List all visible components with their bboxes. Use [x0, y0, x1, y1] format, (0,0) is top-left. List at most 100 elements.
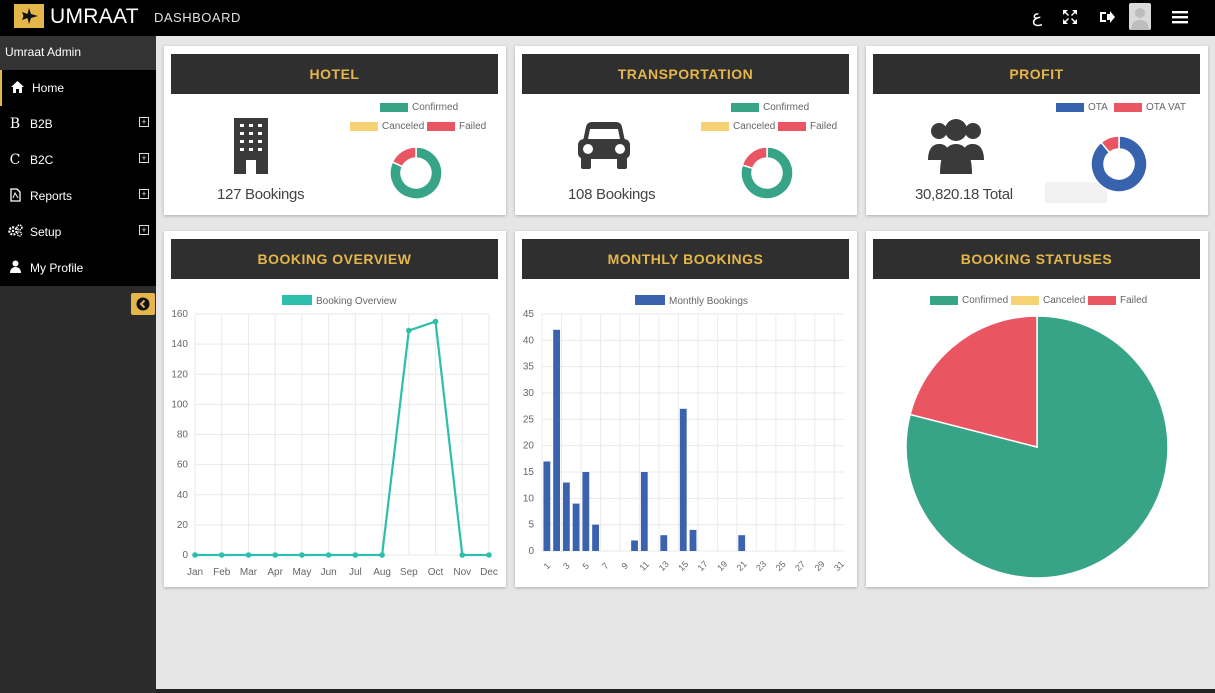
x-tick-label: May: [292, 567, 311, 578]
sidebar-item-b2c[interactable]: C B2C +: [0, 142, 156, 178]
hotel-card: HOTEL 127 Bookings Confirmed Canceled Fa…: [164, 46, 506, 215]
profit-card: PROFIT 30,820.18 Total OTA OTA VAT: [866, 46, 1208, 215]
menu-icon[interactable]: [1169, 6, 1191, 28]
expand-icon[interactable]: +: [139, 189, 149, 199]
bar: [738, 535, 746, 551]
bar: [592, 524, 599, 551]
sidebar-collapse-button[interactable]: [131, 293, 155, 315]
x-tick-label: Jun: [321, 567, 337, 578]
b2b-icon: B: [9, 116, 21, 132]
page-title: DASHBOARD: [154, 10, 241, 25]
users-icon: [928, 119, 984, 174]
legend-label: Canceled: [382, 121, 425, 132]
y-tick-label: 5: [528, 520, 534, 531]
x-tick-label: 5: [581, 561, 592, 572]
y-tick-label: 30: [523, 388, 535, 399]
expand-icon[interactable]: +: [139, 153, 149, 163]
y-tick-label: 25: [523, 414, 535, 425]
legend-label: Booking Overview: [316, 296, 397, 307]
data-point: [406, 327, 412, 334]
file-icon: [0, 187, 30, 205]
data-point: [432, 318, 439, 325]
data-point: [299, 552, 305, 558]
data-point: [352, 552, 359, 558]
legend-item-failed: Failed: [778, 121, 837, 132]
legend-item-canceled: Canceled: [701, 121, 775, 132]
legend-label: Canceled: [1043, 295, 1086, 306]
sidebar-item-label: Setup: [30, 225, 62, 239]
bar: [631, 540, 638, 551]
sidebar-item-label: B2C: [30, 153, 54, 167]
y-tick-label: 100: [171, 399, 188, 410]
x-tick-label: Apr: [267, 567, 283, 578]
x-tick-label: Jul: [349, 567, 362, 578]
panel-title: BOOKING OVERVIEW: [171, 239, 498, 279]
y-tick-label: 60: [177, 460, 189, 471]
expand-icon[interactable]: +: [139, 117, 149, 127]
legend-label: OTA: [1088, 102, 1108, 113]
legend-item-confirmed: Confirmed: [380, 102, 458, 113]
legend-item-canceled: Canceled: [350, 121, 424, 132]
y-tick-label: 20: [523, 441, 535, 452]
bar: [660, 535, 668, 551]
sidebar-item-reports[interactable]: Reports +: [0, 178, 156, 214]
x-tick-label: Jan: [187, 567, 203, 578]
bar: [572, 503, 580, 551]
y-tick-label: 120: [171, 369, 188, 380]
b2c-icon: C: [9, 152, 21, 168]
avatar[interactable]: [1129, 3, 1151, 30]
pie-slice-failed: [741, 146, 768, 170]
panel-title: BOOKING STATUSES: [873, 239, 1200, 279]
sidebar-item-label: My Profile: [30, 261, 84, 275]
app-name[interactable]: UMRAAT: [50, 5, 139, 28]
sidebar-menu: Home B B2B + C B2C + Reports + Setup +: [0, 70, 156, 286]
legend-swatch: [930, 296, 958, 305]
y-tick-label: 40: [523, 335, 535, 346]
y-tick-label: 0: [182, 550, 188, 561]
legend-label: Confirmed: [962, 295, 1009, 306]
data-point: [486, 552, 492, 558]
tooltip-placeholder: [1045, 182, 1107, 203]
x-tick-label: Nov: [453, 567, 471, 578]
hotel-donut-chart: [389, 146, 443, 200]
fullscreen-icon[interactable]: [1059, 6, 1081, 28]
y-tick-label: 80: [177, 430, 189, 441]
hotel-bookings-count: 127 Bookings: [217, 186, 305, 203]
expand-icon[interactable]: +: [139, 225, 149, 235]
booking-statuses-pie-chart: [905, 315, 1169, 579]
sidebar-item-home[interactable]: Home: [0, 70, 156, 106]
pie-slice-confirmed: [740, 146, 794, 200]
bar: [679, 408, 687, 551]
sidebar-item-my-profile[interactable]: My Profile: [0, 250, 156, 286]
language-icon[interactable]: ع: [1031, 7, 1043, 26]
pie-slice-ota-vat: [1100, 135, 1120, 154]
transportation-card: TRANSPORTATION 108 Bookings Confirmed Ca…: [515, 46, 857, 215]
legend-swatch: [1011, 296, 1039, 305]
logout-icon[interactable]: [1096, 6, 1118, 28]
sidebar-item-setup[interactable]: Setup +: [0, 214, 156, 250]
y-tick-label: 15: [523, 467, 535, 478]
data-point: [218, 552, 225, 558]
legend-item-failed: Failed: [1088, 295, 1147, 306]
x-tick-label: 25: [774, 559, 788, 573]
x-tick-label: 11: [637, 559, 651, 573]
home-icon: [2, 80, 32, 96]
legend-swatch: [380, 103, 408, 112]
profit-total: 30,820.18 Total: [915, 186, 1013, 203]
bar: [582, 472, 590, 551]
profit-donut-chart: [1090, 135, 1148, 193]
user-icon: [0, 260, 30, 276]
sidebar-item-label: Reports: [30, 189, 73, 203]
x-tick-label: Dec: [480, 567, 498, 578]
transportation-donut-chart: [740, 146, 794, 200]
legend-item-failed: Failed: [427, 121, 486, 132]
x-tick-label: 23: [754, 559, 768, 573]
y-tick-label: 40: [177, 490, 189, 501]
legend-item-confirmed: Confirmed: [930, 295, 1008, 306]
booking-overview-line-chart: Booking Overview 0 20 40 60 80 100 120 140 160 Jan…: [171, 295, 498, 578]
bar: [640, 472, 648, 551]
sidebar-item-b2b[interactable]: B B2B +: [0, 106, 156, 142]
booking-overview-panel: BOOKING OVERVIEW Booking Overview 0 20 40 60…: [164, 231, 506, 587]
pie-slice-ota: [1090, 135, 1148, 193]
